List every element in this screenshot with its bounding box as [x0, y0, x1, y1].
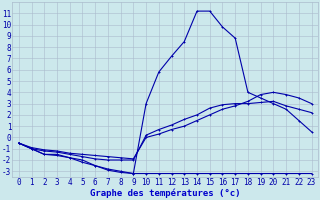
X-axis label: Graphe des températures (°c): Graphe des températures (°c)	[90, 188, 240, 198]
